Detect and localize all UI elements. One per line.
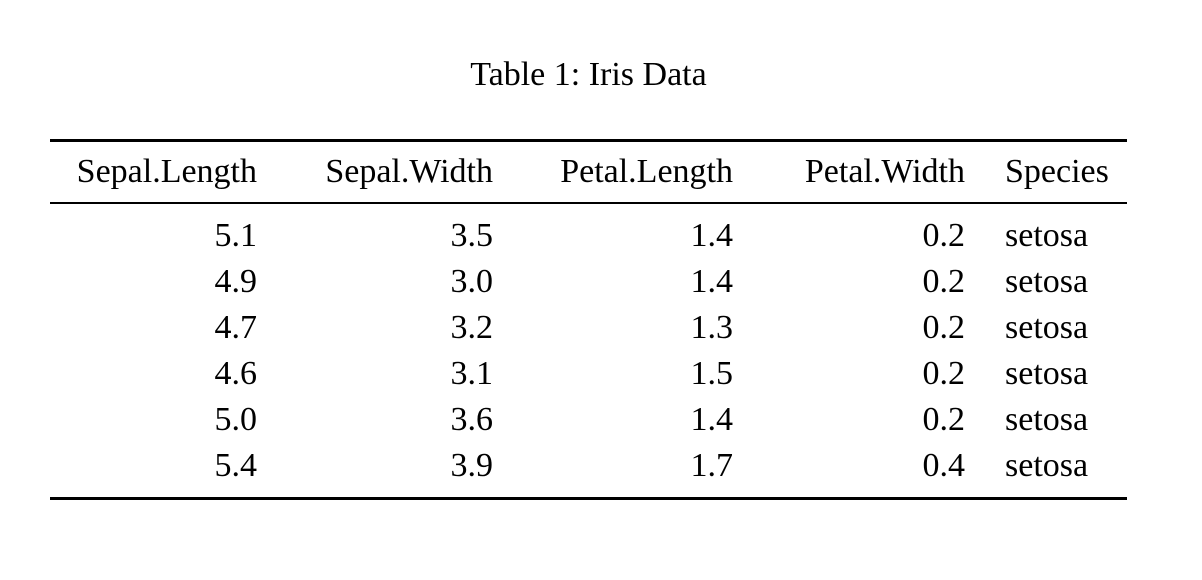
column-header-petal-width: Petal.Width	[753, 140, 985, 204]
table-cell: setosa	[1005, 309, 1089, 346]
table-cell: 1.5	[690, 355, 734, 392]
table-cell: 0.2	[922, 401, 966, 438]
table-cell: 3.2	[450, 309, 494, 346]
table-cell: 4.6	[214, 355, 258, 392]
table-cell: 1.4	[690, 217, 734, 254]
table-cell: setosa	[1005, 217, 1089, 254]
table-cell: 0.2	[922, 263, 966, 300]
column-header-petal-length: Petal.Length	[513, 140, 753, 204]
table-row: 5.1 3.5 1.4 0.2 setosa	[50, 203, 1127, 259]
table-cell: setosa	[1005, 263, 1089, 300]
table-row: 4.9 3.0 1.4 0.2 setosa	[50, 259, 1127, 305]
table-cell: 3.1	[450, 355, 494, 392]
table-cell: 3.9	[450, 447, 494, 484]
table-cell: 1.7	[690, 447, 734, 484]
table-cell: 3.0	[450, 263, 494, 300]
table-cell: 0.2	[922, 355, 966, 392]
table-cell: setosa	[1005, 401, 1089, 438]
table-caption: Table 1: Iris Data	[470, 56, 707, 93]
table-cell: setosa	[1005, 447, 1089, 484]
table-cell: 3.6	[450, 401, 494, 438]
table-row: 5.0 3.6 1.4 0.2 setosa	[50, 397, 1127, 443]
table-row: 4.7 3.2 1.3 0.2 setosa	[50, 305, 1127, 351]
table-cell: 5.1	[214, 217, 258, 254]
table-cell: 5.0	[214, 401, 258, 438]
table-cell: 0.2	[922, 309, 966, 346]
table-header-row: Sepal.Length Sepal.Width Petal.Length Petal…	[50, 140, 1127, 204]
table-cell: 3.5	[450, 217, 494, 254]
column-header-species: Species	[985, 140, 1127, 204]
table-cell: 1.4	[690, 401, 734, 438]
table-cell: 5.4	[214, 447, 258, 484]
iris-table: Sepal.Length Sepal.Width Petal.Length Petal…	[50, 139, 1127, 500]
table-row: 4.6 3.1 1.5 0.2 setosa	[50, 351, 1127, 397]
column-header-sepal-length: Sepal.Length	[50, 140, 277, 204]
table-cell: 4.9	[214, 263, 258, 300]
column-header-sepal-width: Sepal.Width	[277, 140, 513, 204]
table-cell: setosa	[1005, 355, 1089, 392]
table-cell: 0.2	[922, 217, 966, 254]
table-cell: 1.3	[690, 309, 734, 346]
table-row: 5.4 3.9 1.7 0.4 setosa	[50, 443, 1127, 499]
table-cell: 0.4	[922, 447, 966, 484]
table-cell: 4.7	[214, 309, 258, 346]
table-cell: 1.4	[690, 263, 734, 300]
